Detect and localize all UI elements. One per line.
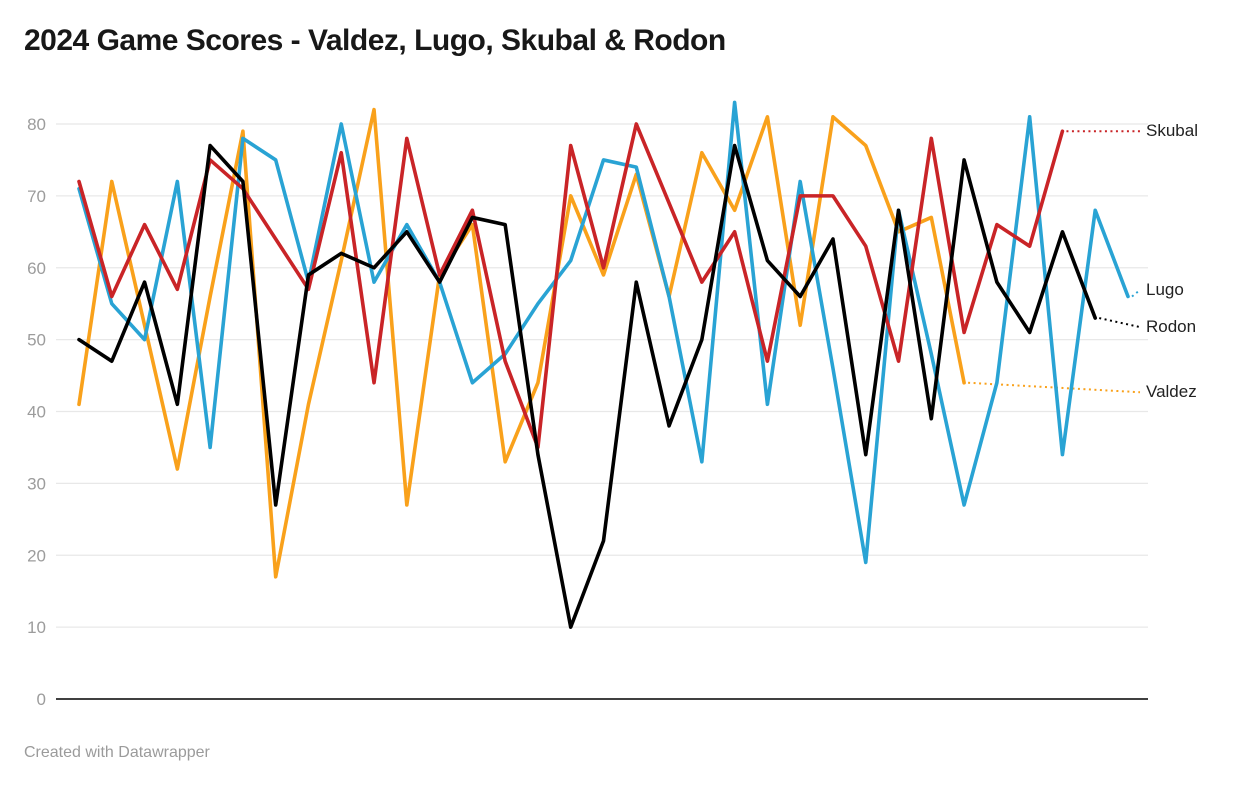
series-line-rodon: [77, 143, 1098, 629]
y-axis-tick-label: 30: [27, 474, 46, 493]
series-label-skubal: Skubal: [1146, 121, 1198, 141]
y-axis-tick-label: 40: [27, 403, 46, 422]
y-axis-tick-label: 80: [27, 115, 46, 134]
y-axis-tick-label: 50: [27, 331, 46, 350]
y-axis-tick-label: 20: [27, 546, 46, 565]
legend-leader-lugo: [1131, 289, 1141, 298]
y-axis-tick-label: 70: [27, 187, 46, 206]
y-axis-tick-label: 10: [27, 618, 46, 637]
y-axis-tick-label: 60: [27, 259, 46, 278]
series-label-lugo: Lugo: [1146, 280, 1184, 299]
series-line-valdez: [77, 107, 966, 579]
legend-leader-rodon: [1099, 317, 1141, 329]
y-axis-tick-label: 0: [37, 690, 46, 709]
series-label-rodon: Rodon: [1146, 317, 1197, 337]
series-line-lugo: [77, 100, 1130, 565]
chart-title: 2024 Game Scores - Valdez, Lugo, Skubal …: [24, 24, 726, 57]
series-label-valdez: Valdez: [1146, 382, 1197, 402]
datawrapper-credit-link[interactable]: Created with Datawrapper: [24, 744, 210, 761]
